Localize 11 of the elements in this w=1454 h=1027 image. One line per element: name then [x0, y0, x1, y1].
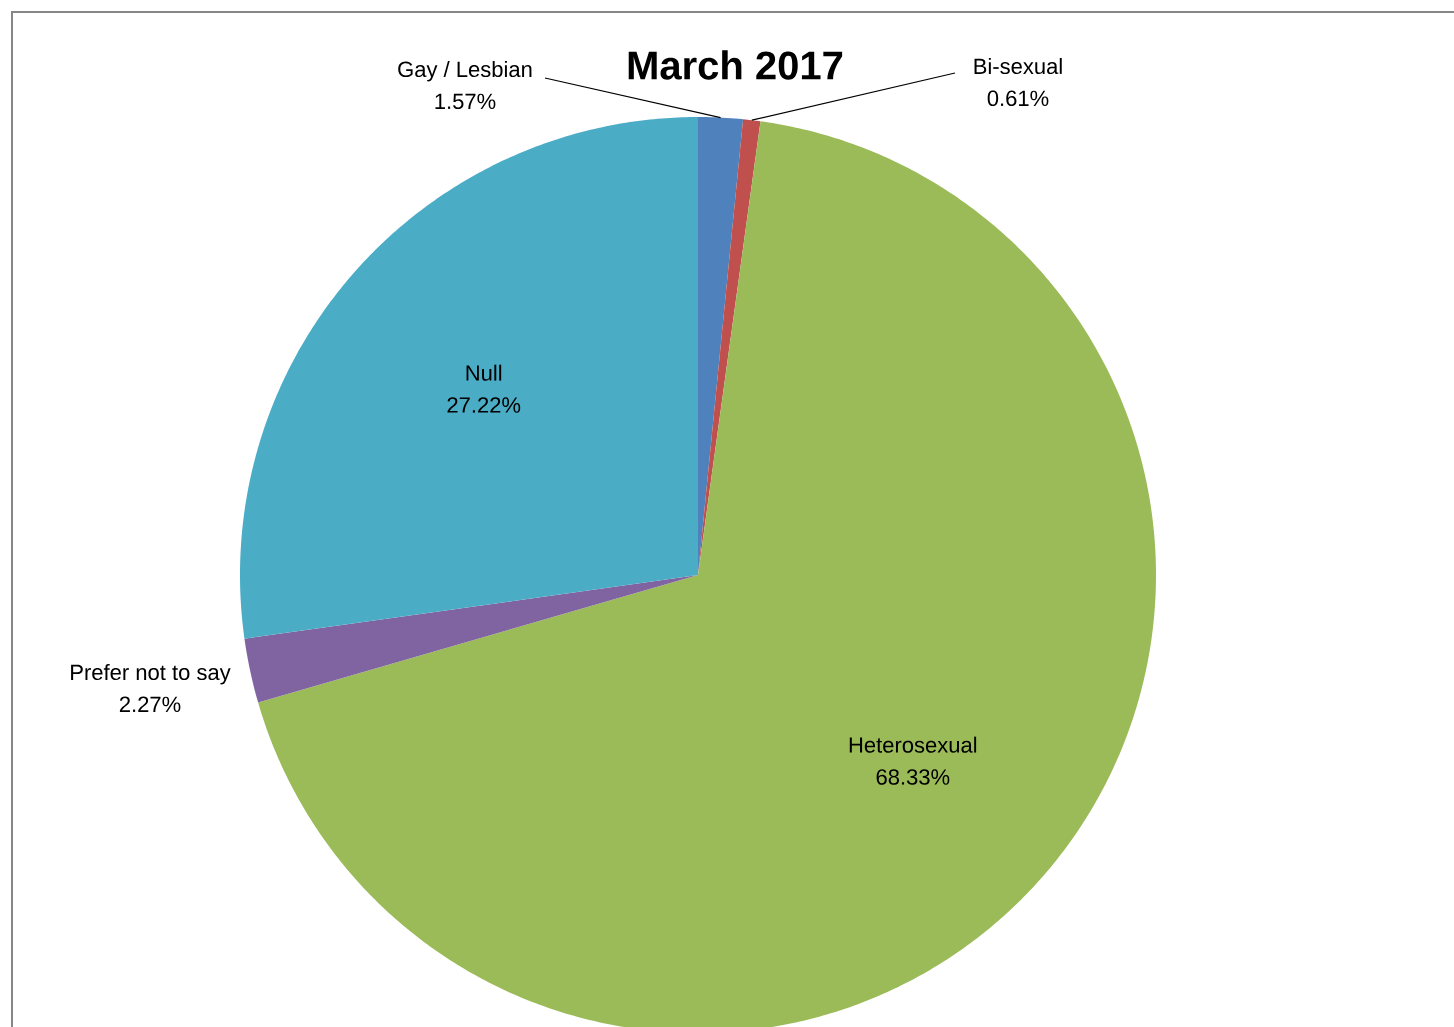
slice-label: Heterosexual: [849, 736, 977, 753]
slice-label: Gay / Lesbian: [398, 60, 532, 82]
data-label: 27.22%: [447, 397, 521, 413]
data-label: 0.61%: [987, 90, 1049, 107]
data-label: 68.33%: [876, 769, 950, 785]
data-label: 2.27%: [119, 696, 181, 713]
slice-label: Null: [466, 364, 502, 381]
slice-label: Bi-sexual: [974, 57, 1062, 75]
slice-label: Prefer not to say: [71, 664, 231, 685]
chart-title: March 2017: [628, 50, 843, 80]
data-label: 1.57%: [435, 93, 496, 110]
